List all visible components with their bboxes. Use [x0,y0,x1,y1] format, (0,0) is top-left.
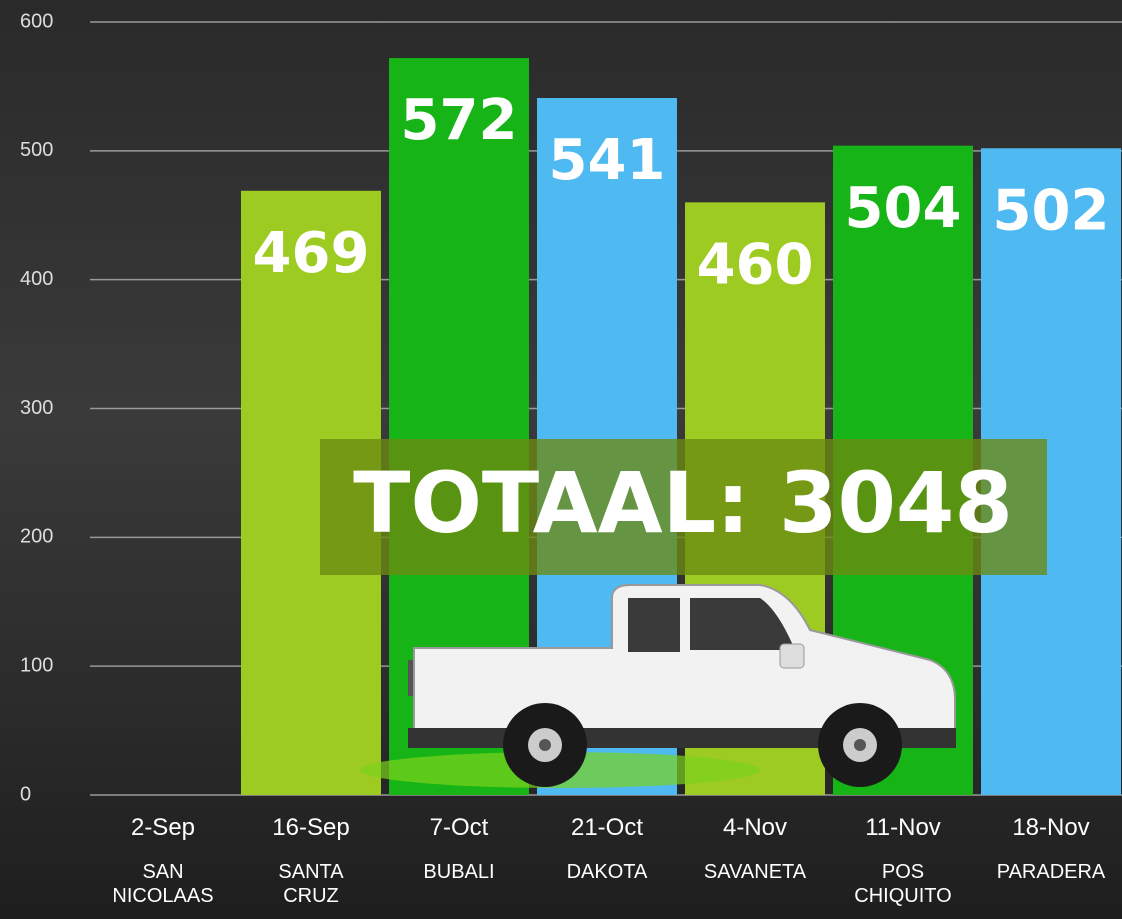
location-label: BUBALI [423,861,495,883]
x-tick-label: 16-Sep [272,814,350,841]
data-label: 504 [845,176,962,241]
location-label: SAVANETA [703,861,807,883]
y-tick-label: 0 [20,783,31,805]
data-label: 460 [697,233,814,298]
x-tick-label: 21-Oct [570,814,644,841]
data-label: 502 [993,178,1110,243]
total-box [320,439,1047,575]
x-tick-label: 4-Nov [722,814,788,841]
x-tick-label: 7-Oct [429,814,489,841]
data-label: 541 [549,128,666,193]
y-tick-label: 500 [20,139,53,161]
truck [360,584,956,788]
data-label: 572 [401,88,518,153]
total-annotation: TOTAAL: 3048 [353,454,1013,552]
location-label: POS CHIQUITO [854,861,952,907]
y-tick-label: 100 [20,654,53,676]
location-label: DAKOTA [566,861,648,883]
x-tick-label: 2-Sep [130,814,196,841]
location-label: PARADERA [996,861,1106,883]
y-tick-label: 200 [20,526,53,548]
x-tick-label: 18-Nov [1012,814,1090,841]
location-label: SAN NICOLAAS [112,861,214,907]
y-tick-label: 600 [20,10,53,32]
y-tick-label: 300 [20,397,53,419]
x-tick-label: 11-Nov [865,814,941,841]
location-label: SANTA CRUZ [278,861,344,907]
y-tick-label: 400 [20,268,53,290]
data-label: 469 [253,221,370,286]
